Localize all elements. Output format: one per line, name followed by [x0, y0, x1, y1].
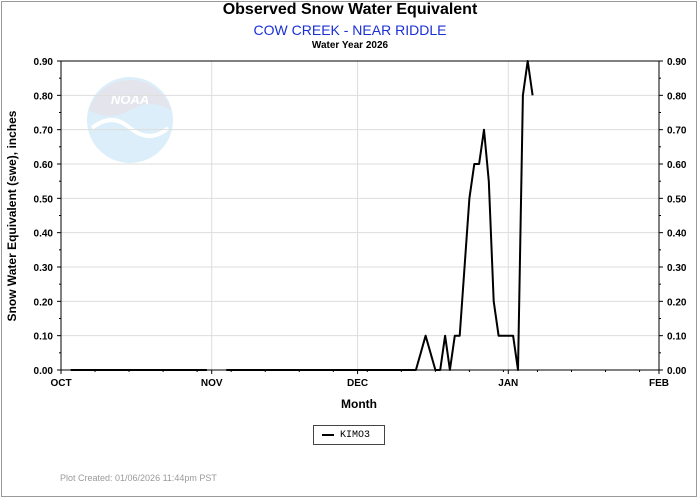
y-tick-label-right: 0.70: [667, 126, 687, 137]
x-tick-label: NOV: [201, 378, 223, 389]
legend-line-swatch: [322, 434, 334, 436]
y-tick-label-right: 0.30: [667, 263, 687, 274]
y-tick-label-left: 0.80: [34, 91, 54, 102]
x-tick-label: JAN: [498, 378, 518, 389]
y-tick-label-right: 0.60: [667, 160, 687, 171]
y-tick-label-left: 0.40: [34, 229, 54, 240]
y-tick-label-left: 0.90: [34, 57, 54, 68]
y-tick-label-left: 0.50: [34, 194, 54, 205]
x-tick-label: FEB: [649, 378, 669, 389]
noaa-logo: NOAA: [87, 77, 173, 163]
y-tick-label-left: 0.10: [34, 332, 54, 343]
y-tick-label-right: 0.00: [667, 366, 687, 377]
y-tick-label-right: 0.80: [667, 91, 687, 102]
water-year-label: Water Year 2026: [311, 40, 389, 51]
y-tick-label-right: 0.10: [667, 332, 687, 343]
x-tick-label: DEC: [347, 378, 368, 389]
y-tick-label-left: 0.20: [34, 297, 54, 308]
plot-created-footnote: Plot Created: 01/06/2026 11:44pm PST: [60, 473, 217, 483]
noaa-logo-text: NOAA: [111, 92, 149, 107]
series-line-kimo3: [226, 60, 534, 371]
y-tick-label-right: 0.50: [667, 194, 687, 205]
chart-title: Observed Snow Water Equivalent: [222, 1, 478, 18]
y-tick-label-left: 0.00: [34, 366, 54, 377]
chart-legend: KIMO3: [313, 425, 385, 445]
y-tick-label-right: 0.90: [667, 57, 687, 68]
y-tick-label-right: 0.40: [667, 229, 687, 240]
x-tick-label: OCT: [50, 378, 71, 389]
x-axis-label: Month: [341, 397, 377, 411]
y-tick-label-left: 0.70: [34, 126, 54, 137]
chart-grid: [61, 61, 659, 370]
y-tick-label-right: 0.20: [667, 297, 687, 308]
y-tick-label-left: 0.30: [34, 263, 54, 274]
legend-series-name: KIMO3: [340, 429, 371, 441]
series-group: [70, 60, 534, 371]
y-axis-label: Snow Water Equivalent (swe), inches: [5, 110, 19, 321]
station-subtitle: COW CREEK - NEAR RIDDLE: [253, 22, 447, 38]
y-tick-label-left: 0.60: [34, 160, 54, 171]
